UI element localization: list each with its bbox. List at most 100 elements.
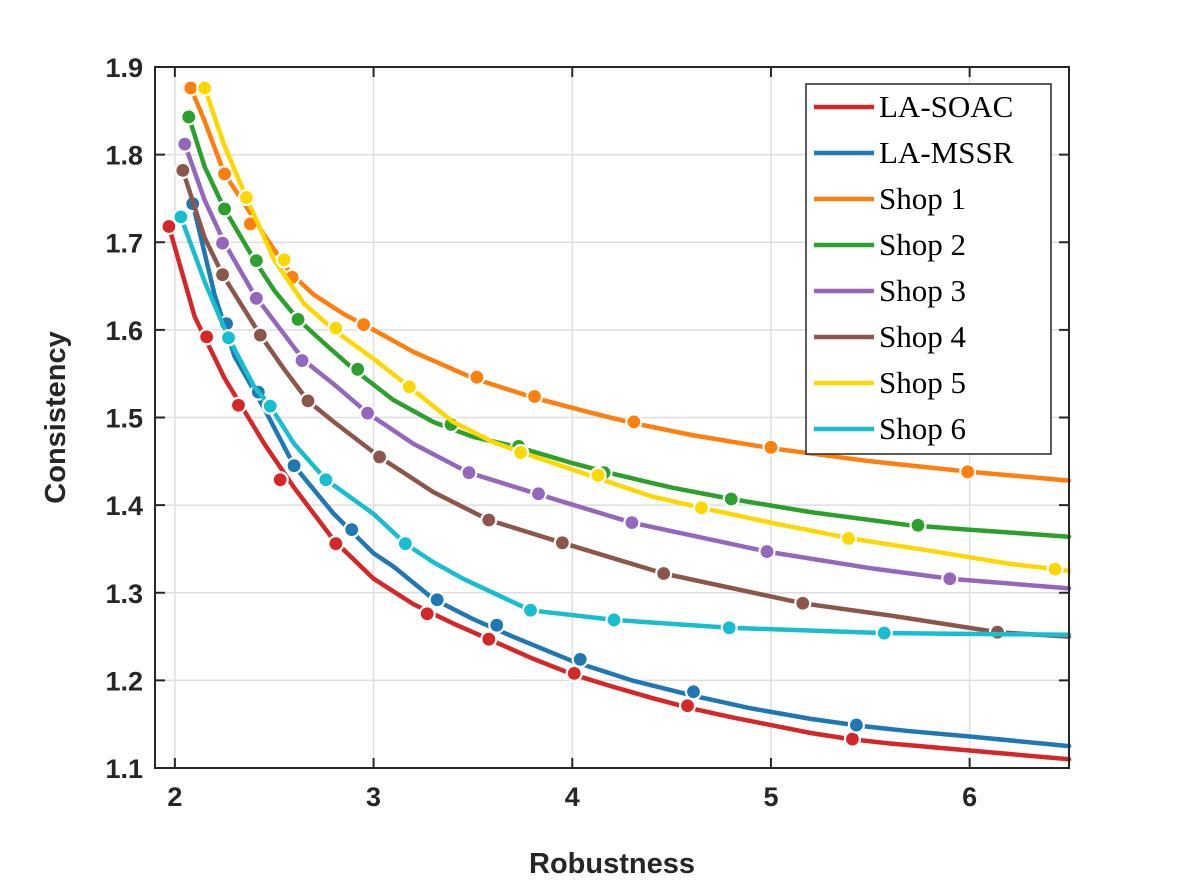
x-tick-label-2: 2	[167, 782, 182, 812]
y-tick-label-1-6: 1.6	[105, 316, 143, 346]
series-line-shop-6	[178, 214, 1072, 638]
series-marker-shop-4-4	[370, 448, 389, 466]
series-marker-shop-6-2	[261, 397, 279, 415]
series-marker-shop-3-3	[293, 351, 311, 370]
y-tick-label-1-8: 1.8	[105, 141, 143, 171]
legend-label-la-mssr: LA-MSSR	[879, 135, 1014, 170]
legend-label-shop-6: Shop 6	[879, 411, 966, 446]
series-marker-la-soac-2	[229, 396, 248, 414]
series-marker-shop-5-1	[237, 188, 255, 207]
x-tick-label-5: 5	[763, 782, 778, 812]
series-marker-shop-4-7	[655, 564, 673, 583]
series-marker-shop-5-3	[327, 319, 345, 337]
series-marker-shop-2-2	[247, 252, 265, 270]
series-marker-la-soac-4	[327, 535, 345, 553]
y-tick-label-1-4: 1.4	[105, 491, 143, 521]
series-marker-shop-1-5	[468, 368, 486, 386]
series-marker-shop-3-5	[460, 464, 478, 482]
series-marker-shop-5-9	[1046, 560, 1064, 578]
series-shop-5	[196, 79, 1072, 578]
series-marker-shop-3-4	[359, 404, 377, 422]
series-marker-shop-1-1	[215, 165, 234, 183]
series-marker-shop-3-8	[758, 542, 776, 561]
series-marker-shop-6-5	[521, 601, 540, 619]
series-marker-shop-6-0	[172, 208, 190, 226]
series-layer	[160, 79, 1072, 762]
series-marker-la-soac-6	[480, 630, 498, 648]
legend-box	[805, 83, 1052, 455]
series-marker-shop-3-7	[623, 514, 641, 532]
series-shop-3	[176, 135, 1072, 591]
y-tick-label-1-5: 1.5	[105, 404, 143, 434]
series-shop-4	[174, 161, 1072, 641]
series-marker-shop-4-3	[299, 392, 317, 410]
series-marker-la-mssr-5	[428, 591, 446, 609]
series-marker-shop-1-6	[525, 387, 544, 406]
series-marker-shop-4-8	[794, 594, 812, 612]
series-marker-shop-5-5	[511, 443, 530, 462]
series-marker-shop-4-2	[251, 326, 269, 344]
series-marker-shop-2-0	[180, 108, 198, 126]
legend-label-shop-1: Shop 1	[879, 181, 966, 216]
series-line-shop-3	[182, 141, 1072, 591]
x-tick-label-4: 4	[565, 782, 580, 812]
axes-frame	[154, 66, 1070, 769]
series-marker-shop-3-1	[213, 234, 232, 252]
series-marker-shop-3-2	[247, 289, 265, 307]
series-marker-la-soac-1	[198, 328, 216, 346]
series-marker-shop-1-8	[762, 438, 780, 456]
series-marker-shop-6-8	[875, 624, 893, 642]
series-marker-shop-1-0	[182, 79, 200, 97]
series-marker-shop-4-1	[213, 266, 232, 284]
series-line-la-soac	[166, 224, 1072, 762]
series-marker-shop-1-9	[959, 463, 977, 481]
y-tick-label-1-9: 1.9	[105, 53, 143, 83]
series-marker-shop-2-1	[215, 200, 234, 218]
series-la-soac	[160, 217, 1072, 762]
legend-label-shop-5: Shop 5	[879, 365, 966, 400]
series-marker-la-mssr-9	[847, 716, 865, 734]
series-marker-la-soac-8	[678, 697, 697, 715]
x-axis-label: Robustness	[529, 848, 695, 880]
series-shop-6	[172, 208, 1072, 642]
x-tick-label-6: 6	[962, 782, 977, 812]
series-marker-shop-3-6	[529, 485, 548, 503]
series-marker-shop-5-8	[839, 529, 858, 548]
series-marker-shop-3-0	[176, 135, 194, 153]
tick-labels: 2 3 4 5 6 1.1 1.2 1.3 1.4 1.5 1.6 1.7 1.8 1.9	[105, 53, 977, 812]
legend-label-shop-3: Shop 3	[879, 273, 966, 308]
series-marker-shop-6-6	[605, 611, 623, 629]
series-marker-la-soac-9	[843, 730, 862, 748]
y-tick-label-1-7: 1.7	[105, 228, 143, 258]
series-marker-shop-4-0	[174, 161, 192, 179]
series-marker-la-mssr-3	[285, 457, 303, 475]
series-marker-shop-1-7	[625, 413, 643, 431]
series-marker-shop-4-6	[553, 534, 571, 552]
y-tick-label-1-3: 1.3	[105, 579, 143, 609]
series-marker-shop-4-5	[480, 511, 498, 529]
series-marker-shop-2-3	[289, 310, 307, 328]
series-marker-shop-5-2	[275, 251, 293, 269]
series-marker-la-mssr-4	[343, 521, 361, 539]
series-marker-la-soac-7	[565, 664, 583, 682]
series-marker-la-soac-3	[271, 471, 289, 489]
legend-label-shop-4: Shop 4	[879, 319, 966, 354]
series-marker-la-mssr-6	[488, 616, 506, 634]
series-marker-shop-1-4	[355, 316, 373, 334]
series-marker-shop-3-9	[941, 570, 959, 588]
series-marker-shop-6-3	[317, 471, 335, 489]
series-marker-shop-6-7	[720, 619, 738, 637]
y-axis-label: Consistency	[40, 331, 72, 503]
x-tick-label-3: 3	[366, 782, 381, 812]
legend-label-la-soac: LA-SOAC	[879, 89, 1013, 124]
series-marker-shop-5-0	[196, 79, 214, 97]
series-marker-shop-5-6	[589, 466, 607, 484]
series-marker-shop-2-8	[722, 490, 740, 508]
series-marker-shop-2-9	[909, 516, 927, 534]
series-marker-la-mssr-8	[684, 683, 703, 701]
legend-label-shop-2: Shop 2	[879, 227, 966, 262]
series-marker-shop-2-4	[349, 360, 367, 378]
series-line-shop-4	[180, 168, 1072, 639]
